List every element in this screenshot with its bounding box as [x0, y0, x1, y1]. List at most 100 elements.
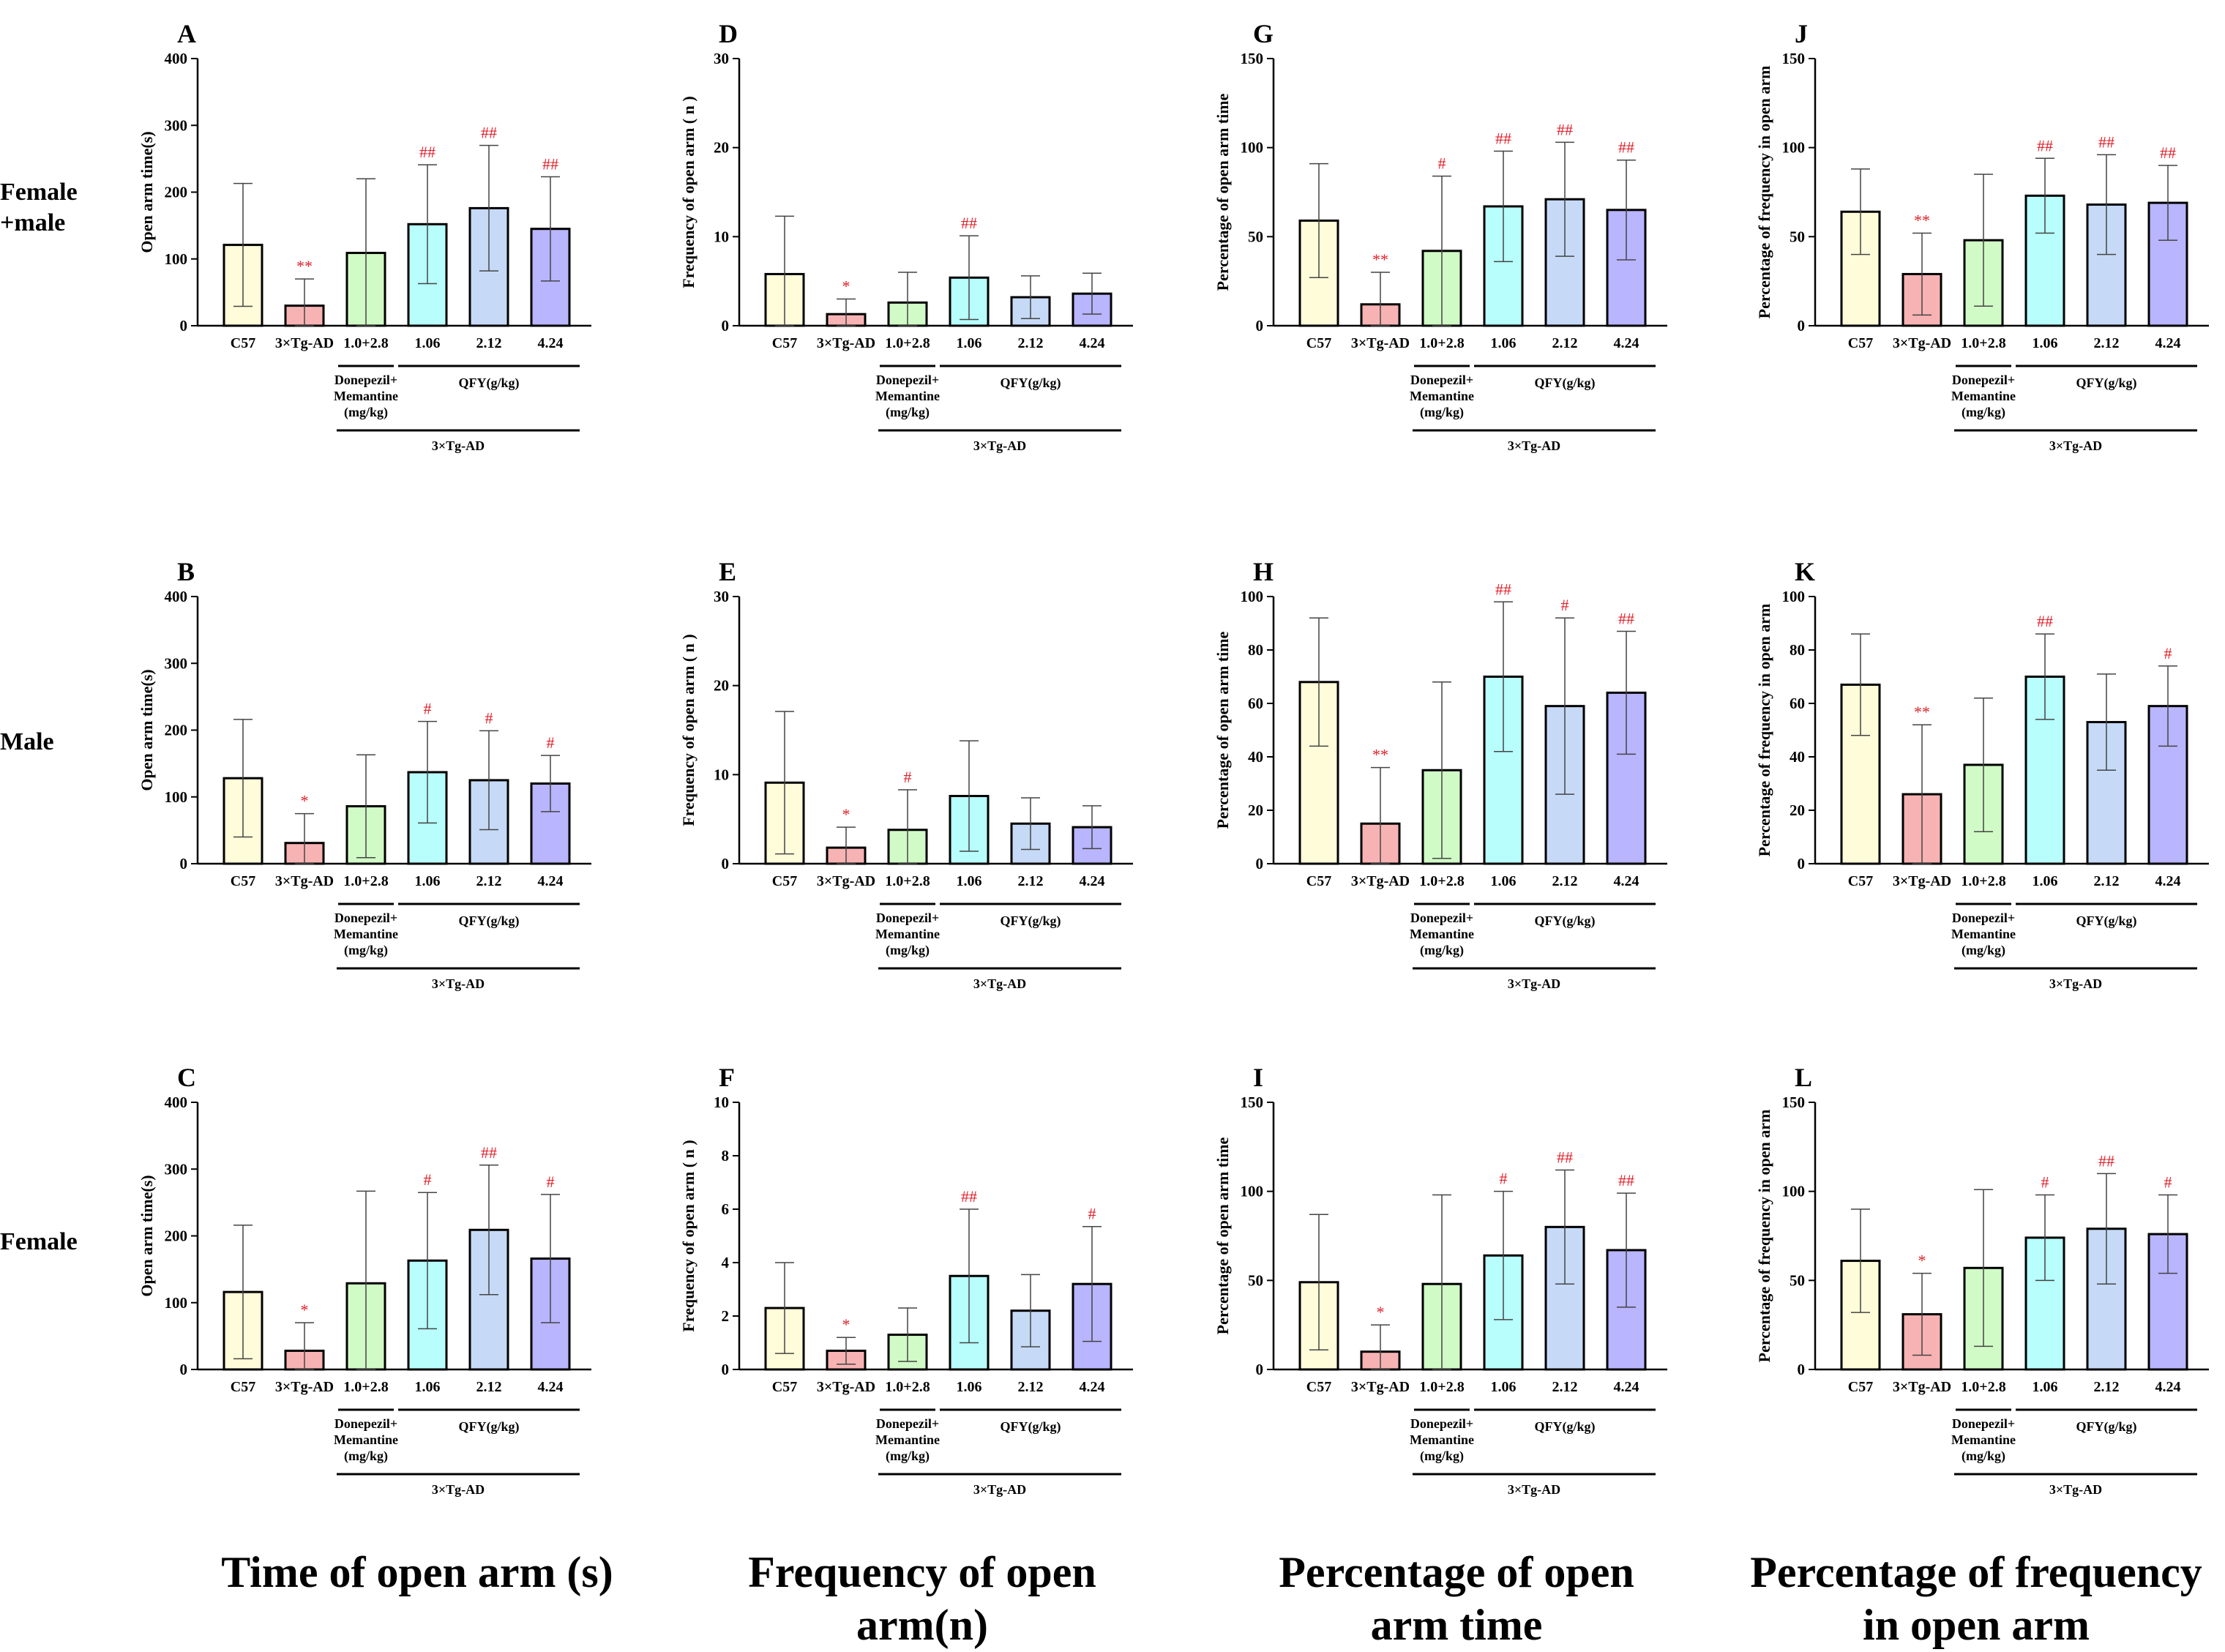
y-tick-label: 0	[180, 855, 188, 872]
model-group-label: 3×Tg-AD	[432, 438, 485, 453]
y-axis-label: Open arm time(s)	[138, 1175, 156, 1296]
significance-marker: #	[1438, 154, 1446, 173]
y-tick-label: 20	[714, 677, 729, 695]
panel-letter: L	[1795, 1063, 1812, 1092]
donepezil-label-line: Donepezil+	[1410, 1416, 1473, 1431]
category-label: 1.06	[1491, 335, 1517, 351]
y-tick-label: 100	[165, 788, 188, 806]
significance-marker: **	[1372, 746, 1388, 764]
significance-marker: #	[904, 768, 912, 786]
significance-marker: ##	[1618, 138, 1634, 157]
panel-a: A 0 100 200 300 400 Open arm time(s) C57 ** 3×Tg-…	[138, 19, 591, 453]
panel-letter: D	[719, 19, 738, 48]
bar	[1840, 1260, 1881, 1371]
category-label: 4.24	[1614, 873, 1639, 889]
significance-marker: #	[424, 1170, 432, 1189]
y-tick-label: 0	[722, 1361, 730, 1378]
donepezil-label-line: Memantine	[1410, 389, 1474, 403]
row-label-male: Male	[0, 728, 54, 755]
panel-f: F 0 2 4 6 8 10 Frequency of open arm ( n ) C57 * 3…	[679, 1063, 1133, 1497]
y-tick-label: 100	[1782, 1183, 1806, 1200]
category-label: 1.06	[415, 335, 441, 351]
donepezil-label-line: Memantine	[334, 389, 398, 403]
row-label-female-male: Female +male	[0, 179, 78, 236]
donepezil-group-label: Donepezil+ Memantine (mg/kg)	[334, 1416, 398, 1464]
significance-marker: ##	[481, 1143, 497, 1162]
donepezil-label-line: Donepezil+	[334, 373, 397, 387]
category-label: 4.24	[1614, 335, 1639, 351]
panel-letter: A	[177, 19, 196, 48]
category-label: C57	[772, 873, 797, 889]
panel-letter: H	[1253, 557, 1274, 586]
significance-marker: *	[842, 277, 850, 296]
donepezil-label-line: Donepezil+	[1410, 373, 1473, 387]
category-label: 2.12	[1018, 873, 1044, 889]
panel-e: E 0 10 20 30 Frequency of open arm ( n ) C57 * 3…	[679, 557, 1133, 991]
significance-marker: #	[424, 700, 432, 718]
panel-g: G 0 50 100 150 Percentage of open arm time C57…	[1214, 19, 1667, 453]
donepezil-label-line: (mg/kg)	[1420, 405, 1464, 420]
y-axis-label: Percentage of frequency in open arm	[1755, 66, 1773, 319]
qfy-group-label: QFY(g/kg)	[459, 375, 520, 391]
y-tick-label: 100	[1782, 139, 1806, 157]
category-label: 1.0+2.8	[343, 873, 388, 889]
category-label: 2.12	[476, 335, 502, 351]
category-label: C57	[1306, 1379, 1331, 1395]
panel-i: I 0 50 100 150 Percentage of open arm time C57…	[1214, 1063, 1667, 1497]
donepezil-label-line: Memantine	[1951, 389, 2016, 403]
donepezil-label-line: Donepezil+	[1952, 373, 2015, 387]
category-label: 1.0+2.8	[343, 335, 388, 351]
y-axis-label: Percentage of open arm time	[1214, 93, 1232, 291]
category-label: 2.12	[2094, 335, 2120, 351]
y-axis-label: Percentage of open arm time	[1214, 631, 1232, 829]
model-group-label: 3×Tg-AD	[1508, 1482, 1560, 1497]
category-label: 3×Tg-AD	[275, 335, 334, 351]
significance-marker: #	[547, 733, 555, 752]
category-label: C57	[1306, 873, 1331, 889]
category-label: 1.0+2.8	[885, 873, 930, 889]
model-group-label: 3×Tg-AD	[973, 1482, 1026, 1497]
y-tick-label: 0	[1256, 1361, 1264, 1378]
significance-marker: **	[1914, 703, 1930, 721]
donepezil-label-line: Memantine	[1410, 1432, 1474, 1447]
y-tick-label: 60	[1248, 695, 1263, 712]
model-group-label: 3×Tg-AD	[973, 976, 1026, 991]
donepezil-group-label: Donepezil+ Memantine (mg/kg)	[1410, 373, 1474, 420]
y-tick-label: 50	[1248, 228, 1263, 245]
y-tick-label: 100	[1241, 588, 1264, 605]
category-label: 2.12	[1552, 335, 1578, 351]
donepezil-label-line: Donepezil+	[334, 911, 397, 925]
category-label: 1.0+2.8	[1419, 1379, 1464, 1395]
y-tick-label: 100	[165, 250, 188, 268]
y-tick-label: 150	[1782, 1094, 1806, 1111]
category-label: C57	[1848, 873, 1873, 889]
y-tick-label: 200	[165, 184, 188, 201]
y-tick-label: 200	[165, 722, 188, 739]
y-tick-label: 0	[1256, 855, 1264, 872]
model-group-label: 3×Tg-AD	[432, 1482, 485, 1497]
y-tick-label: 80	[1248, 641, 1263, 659]
y-tick-label: 0	[1798, 317, 1806, 334]
panel-letter: E	[719, 557, 736, 586]
category-label: 1.06	[1491, 873, 1517, 889]
y-tick-label: 100	[1782, 588, 1806, 605]
donepezil-label-line: (mg/kg)	[886, 1449, 930, 1464]
category-label: 2.12	[476, 1379, 502, 1395]
model-group-label: 3×Tg-AD	[2049, 438, 2102, 453]
panel-d: D 0 10 20 30 Frequency of open arm ( n ) C57 * 3…	[679, 19, 1133, 453]
y-tick-label: 0	[722, 317, 730, 334]
category-label: C57	[1848, 1379, 1873, 1395]
panel-letter: I	[1253, 1063, 1263, 1092]
y-axis-label: Percentage of frequency in open arm	[1755, 604, 1773, 857]
category-label: 2.12	[1552, 1379, 1578, 1395]
donepezil-group-label: Donepezil+ Memantine (mg/kg)	[1951, 1416, 2016, 1464]
category-label: 4.24	[538, 335, 564, 351]
category-label: 3×Tg-AD	[1893, 873, 1951, 889]
y-tick-label: 40	[1790, 748, 1805, 766]
category-label: 4.24	[1080, 335, 1105, 351]
y-tick-label: 200	[165, 1227, 188, 1245]
y-tick-label: 2	[722, 1307, 730, 1325]
category-label: 3×Tg-AD	[275, 873, 334, 889]
y-tick-label: 10	[714, 766, 729, 783]
